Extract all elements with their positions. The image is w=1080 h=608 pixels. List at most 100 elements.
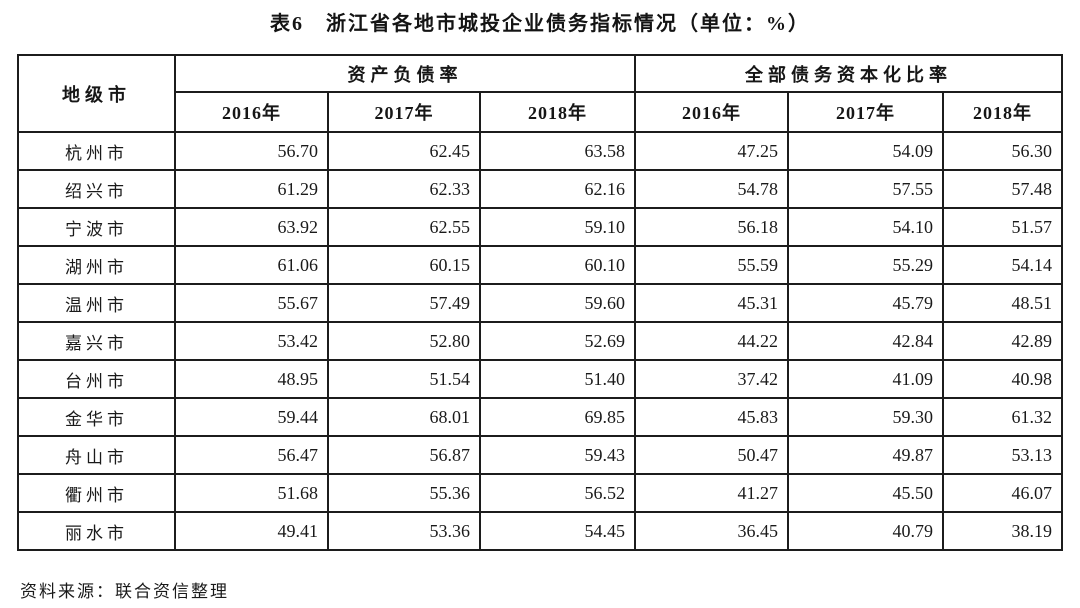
value-cell: 59.60 xyxy=(478,283,636,323)
value-cell: 44.22 xyxy=(633,321,789,361)
value-cell: 69.85 xyxy=(478,397,636,437)
table-row: 嘉兴市 53.42 52.80 52.69 44.22 42.84 42.89 xyxy=(16,321,1064,361)
value-cell: 42.89 xyxy=(941,321,1064,361)
table-row: 绍兴市 61.29 62.33 62.16 54.78 57.55 57.48 xyxy=(16,169,1064,209)
value-cell: 59.44 xyxy=(173,397,329,437)
value-cell: 55.36 xyxy=(326,473,481,513)
value-cell: 52.80 xyxy=(326,321,481,361)
value-cell: 51.68 xyxy=(173,473,329,513)
table-row: 金华市 59.44 68.01 69.85 45.83 59.30 61.32 xyxy=(16,397,1064,437)
city-cell: 舟山市 xyxy=(16,435,176,475)
table-body: 杭州市 56.70 62.45 63.58 47.25 54.09 56.30 … xyxy=(16,131,1064,551)
value-cell: 54.14 xyxy=(941,245,1064,285)
value-cell: 45.50 xyxy=(786,473,944,513)
city-cell: 金华市 xyxy=(16,397,176,437)
table-row: 湖州市 61.06 60.15 60.10 55.59 55.29 54.14 xyxy=(16,245,1064,285)
city-cell: 嘉兴市 xyxy=(16,321,176,361)
city-cell: 湖州市 xyxy=(16,245,176,285)
value-cell: 62.55 xyxy=(326,207,481,247)
value-cell: 51.57 xyxy=(941,207,1064,247)
value-cell: 40.98 xyxy=(941,359,1064,399)
value-cell: 38.19 xyxy=(941,511,1064,551)
table-row: 温州市 55.67 57.49 59.60 45.31 45.79 48.51 xyxy=(16,283,1064,323)
value-cell: 48.95 xyxy=(173,359,329,399)
value-cell: 60.15 xyxy=(326,245,481,285)
city-cell: 绍兴市 xyxy=(16,169,176,209)
value-cell: 51.54 xyxy=(326,359,481,399)
corner-header-cell: 地级市 xyxy=(16,54,176,133)
year-header-cell: 2018年 xyxy=(478,91,636,133)
value-cell: 63.58 xyxy=(478,131,636,171)
table-row: 宁波市 63.92 62.55 59.10 56.18 54.10 51.57 xyxy=(16,207,1064,247)
table-title: 表6 浙江省各地市城投企业债务指标情况（单位：%） xyxy=(270,13,810,35)
value-cell: 55.59 xyxy=(633,245,789,285)
value-cell: 45.79 xyxy=(786,283,944,323)
value-cell: 62.16 xyxy=(478,169,636,209)
value-cell: 50.47 xyxy=(633,435,789,475)
value-cell: 59.10 xyxy=(478,207,636,247)
value-cell: 61.32 xyxy=(941,397,1064,437)
value-cell: 63.92 xyxy=(173,207,329,247)
value-cell: 55.29 xyxy=(786,245,944,285)
value-cell: 54.10 xyxy=(786,207,944,247)
value-cell: 53.13 xyxy=(941,435,1064,475)
value-cell: 55.67 xyxy=(173,283,329,323)
group-header-asset-liability-ratio: 资产负债率 xyxy=(173,54,636,93)
source-note: 资料来源：联合资信整理 xyxy=(20,582,229,601)
header-year-row: 2016年 2017年 2018年 2016年 2017年 2018年 xyxy=(18,91,1064,133)
value-cell: 59.30 xyxy=(786,397,944,437)
value-cell: 56.87 xyxy=(326,435,481,475)
value-cell: 56.30 xyxy=(941,131,1064,171)
value-cell: 37.42 xyxy=(633,359,789,399)
value-cell: 56.18 xyxy=(633,207,789,247)
city-cell: 温州市 xyxy=(16,283,176,323)
year-header-cell: 2016年 xyxy=(173,91,329,133)
city-cell: 衢州市 xyxy=(16,473,176,513)
value-cell: 54.78 xyxy=(633,169,789,209)
city-cell: 台州市 xyxy=(16,359,176,399)
value-cell: 52.69 xyxy=(478,321,636,361)
value-cell: 41.27 xyxy=(633,473,789,513)
value-cell: 61.29 xyxy=(173,169,329,209)
value-cell: 48.51 xyxy=(941,283,1064,323)
table-row: 丽水市 49.41 53.36 54.45 36.45 40.79 38.19 xyxy=(16,511,1064,551)
city-cell: 杭州市 xyxy=(16,131,176,171)
table-header: 地级市 资产负债率 全部债务资本化比率 2016年 2017年 2018年 20… xyxy=(16,54,1064,133)
value-cell: 68.01 xyxy=(326,397,481,437)
value-cell: 54.09 xyxy=(786,131,944,171)
table-row: 衢州市 51.68 55.36 56.52 41.27 45.50 46.07 xyxy=(16,473,1064,513)
value-cell: 45.31 xyxy=(633,283,789,323)
value-cell: 49.41 xyxy=(173,511,329,551)
group-header-total-debt-capitalization-ratio: 全部债务资本化比率 xyxy=(633,54,1064,93)
value-cell: 45.83 xyxy=(633,397,789,437)
value-cell: 36.45 xyxy=(633,511,789,551)
value-cell: 62.33 xyxy=(326,169,481,209)
value-cell: 56.70 xyxy=(173,131,329,171)
value-cell: 51.40 xyxy=(478,359,636,399)
value-cell: 53.42 xyxy=(173,321,329,361)
header-group-row: 地级市 资产负债率 全部债务资本化比率 xyxy=(16,54,1064,133)
value-cell: 57.49 xyxy=(326,283,481,323)
table-row: 舟山市 56.47 56.87 59.43 50.47 49.87 53.13 xyxy=(16,435,1064,475)
table-row: 台州市 48.95 51.54 51.40 37.42 41.09 40.98 xyxy=(16,359,1064,399)
year-header-cell: 2018年 xyxy=(941,91,1064,133)
value-cell: 57.48 xyxy=(941,169,1064,209)
value-cell: 40.79 xyxy=(786,511,944,551)
city-cell: 宁波市 xyxy=(16,207,176,247)
value-cell: 41.09 xyxy=(786,359,944,399)
value-cell: 59.43 xyxy=(478,435,636,475)
value-cell: 46.07 xyxy=(941,473,1064,513)
year-header-cell: 2017年 xyxy=(326,91,481,133)
value-cell: 62.45 xyxy=(326,131,481,171)
value-cell: 56.47 xyxy=(173,435,329,475)
value-cell: 54.45 xyxy=(478,511,636,551)
year-header-cell: 2016年 xyxy=(633,91,789,133)
year-header-cell: 2017年 xyxy=(786,91,944,133)
table-row: 杭州市 56.70 62.45 63.58 47.25 54.09 56.30 xyxy=(16,131,1064,171)
value-cell: 53.36 xyxy=(326,511,481,551)
debt-indicator-table: 地级市 资产负债率 全部债务资本化比率 2016年 2017年 2018年 20… xyxy=(16,54,1064,551)
value-cell: 49.87 xyxy=(786,435,944,475)
value-cell: 60.10 xyxy=(478,245,636,285)
value-cell: 42.84 xyxy=(786,321,944,361)
